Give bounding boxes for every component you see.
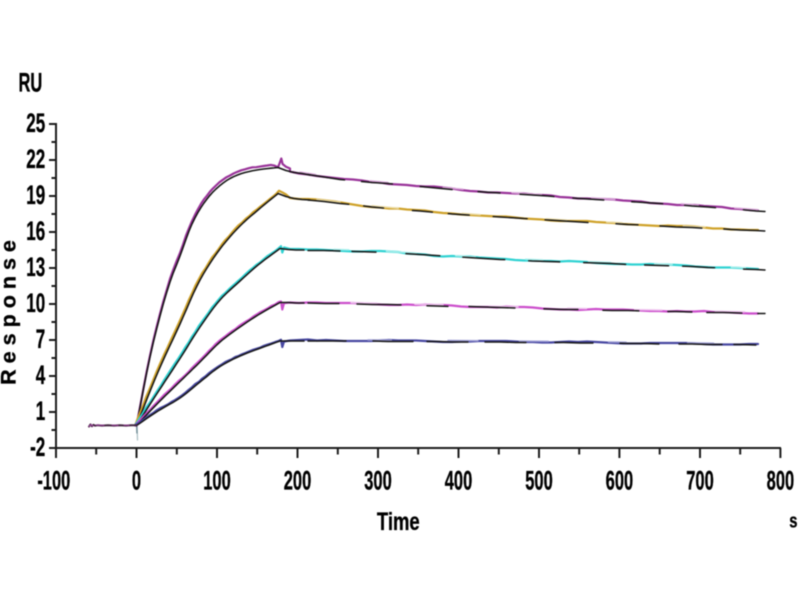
svg-text:600: 600 (606, 465, 633, 495)
svg-text:300: 300 (364, 465, 391, 495)
svg-text:100: 100 (203, 465, 230, 495)
svg-text:16: 16 (26, 216, 45, 246)
svg-text:19: 19 (26, 180, 45, 210)
svg-text:-2: -2 (30, 432, 45, 462)
svg-text:13: 13 (26, 252, 45, 282)
svg-text:Response: Response (0, 234, 21, 385)
svg-text:22: 22 (26, 144, 45, 174)
svg-text:1: 1 (36, 396, 45, 426)
svg-text:7: 7 (36, 324, 45, 354)
svg-text:s: s (789, 509, 797, 532)
svg-text:500: 500 (525, 465, 552, 495)
svg-text:200: 200 (284, 465, 311, 495)
svg-text:4: 4 (36, 360, 46, 390)
svg-text:Time: Time (377, 507, 420, 535)
svg-text:800: 800 (767, 465, 794, 495)
svg-text:-100: -100 (37, 465, 70, 495)
svg-text:400: 400 (445, 465, 472, 495)
svg-text:25: 25 (26, 108, 45, 138)
svg-text:RU: RU (19, 67, 43, 97)
svg-text:0: 0 (132, 465, 141, 495)
svg-text:10: 10 (26, 288, 45, 318)
svg-text:700: 700 (686, 465, 713, 495)
